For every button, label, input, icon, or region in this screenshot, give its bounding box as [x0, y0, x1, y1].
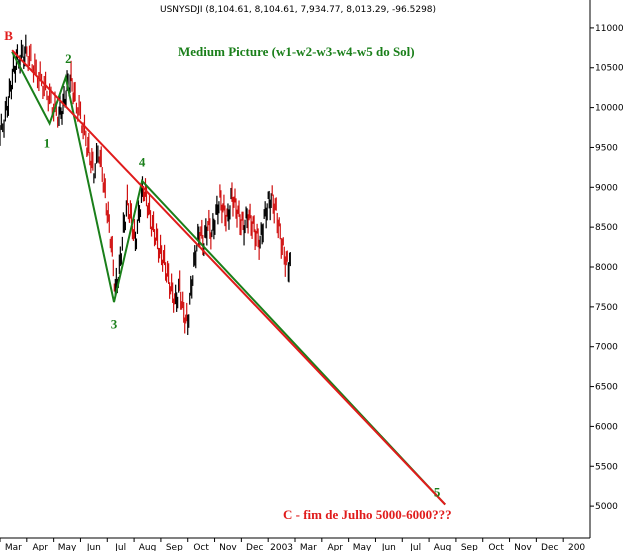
- y-tick-label: 11000: [595, 24, 624, 34]
- x-tick-label: Mar: [300, 543, 317, 551]
- wave-line: [11, 49, 446, 506]
- x-tick-label: Jun: [381, 543, 396, 551]
- x-tick-label: Jun: [86, 543, 101, 551]
- y-tick-label: 9000: [595, 183, 618, 193]
- x-tick-label: Jul: [409, 543, 421, 551]
- x-tick-label: Sep: [461, 543, 478, 551]
- x-tick-label: Sep: [166, 543, 183, 551]
- x-tick-label: Aug: [139, 543, 157, 551]
- wave-label: B: [4, 28, 13, 43]
- y-tick-label: 10500: [595, 64, 624, 74]
- wave-label: 3: [111, 316, 118, 331]
- x-tick-label: Apr: [32, 543, 48, 551]
- y-tick-label: 7500: [595, 303, 618, 313]
- wave-label: 1: [44, 135, 51, 150]
- chart-title: Medium Picture (w1-w2-w3-w4-w5 do Sol): [178, 44, 415, 59]
- x-tick-label: Oct: [488, 543, 504, 551]
- y-tick-label: 9500: [595, 143, 618, 153]
- y-tick-label: 6000: [595, 422, 618, 432]
- x-tick-label: Jul: [114, 543, 126, 551]
- x-tick-label: 2003: [270, 543, 293, 551]
- x-tick-label: Dec: [246, 543, 263, 551]
- x-tick-label: Nov: [514, 543, 532, 551]
- x-tick-label: May: [353, 543, 372, 551]
- y-tick-label: 6500: [595, 383, 618, 393]
- y-tick-label: 5000: [595, 502, 618, 512]
- x-tick-label: 200: [568, 543, 585, 551]
- forecast-note: C - fim de Julho 5000-6000???: [283, 507, 452, 522]
- x-tick-label: Apr: [327, 543, 343, 551]
- x-tick-label: May: [58, 543, 77, 551]
- wave-label: 5: [434, 485, 441, 500]
- chart-header: USNYSDJI (8,104.61, 8,104.61, 7,934.77, …: [160, 5, 436, 15]
- x-tick-label: Aug: [434, 543, 452, 551]
- y-tick-label: 8000: [595, 263, 618, 273]
- wave-label: 2: [65, 51, 72, 66]
- y-tick-label: 7000: [595, 343, 618, 353]
- wave-line: [11, 51, 446, 506]
- x-tick-label: Dec: [541, 543, 558, 551]
- y-tick-label: 8500: [595, 223, 618, 233]
- x-tick-label: Nov: [219, 543, 237, 551]
- y-tick-label: 10000: [595, 104, 624, 114]
- x-tick-label: Mar: [5, 543, 22, 551]
- wave-label: 4: [139, 155, 146, 170]
- y-tick-label: 5500: [595, 462, 618, 472]
- x-tick-label: Oct: [193, 543, 209, 551]
